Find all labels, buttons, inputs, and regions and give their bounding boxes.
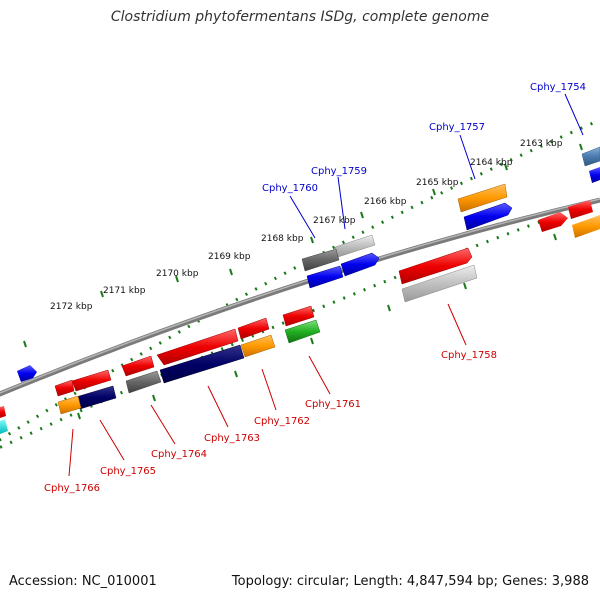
gene-label-cphy-1762: Cphy_1762: [254, 416, 310, 427]
gene-arrow[interactable]: [54, 379, 75, 397]
gene-cphy-1757[interactable]: [457, 183, 508, 213]
gene-label-cphy-1754: Cphy_1754: [530, 82, 586, 93]
gene-arrow[interactable]: [340, 252, 380, 277]
gene-label-cphy-1766: Cphy_1766: [44, 483, 100, 494]
gene-cphy-1763[interactable]: [159, 344, 245, 384]
gene-cphy-1761[interactable]: [284, 319, 321, 344]
scale-label: 2169 kbp: [208, 252, 251, 262]
gene-label-cphy-1758: Cphy_1758: [441, 350, 497, 361]
gene-cphy-1758[interactable]: [398, 247, 473, 285]
gene-cphy-1764[interactable]: [125, 370, 162, 394]
scale-label: 2168 kbp: [261, 234, 304, 244]
map-title: Clostridium phytofermentans ISDg, comple…: [110, 9, 490, 25]
gene-arrow[interactable]: [121, 355, 155, 377]
gene-arrow[interactable]: [538, 212, 568, 232]
forward-strand-genes: [17, 146, 600, 382]
gene-arrow[interactable]: [0, 419, 8, 434]
gene-label-cphy-1763: Cphy_1763: [204, 433, 260, 444]
gene-label-cphy-1757: Cphy_1757: [429, 122, 485, 133]
gene-cphy-1760[interactable]: [301, 248, 340, 272]
gene-cphy-1754[interactable]: [581, 146, 600, 167]
outer-ticks: [23, 143, 583, 348]
lower-leader-lines: [68, 303, 467, 477]
gene-arrow[interactable]: [401, 264, 478, 303]
gene-label-cphy-1764: Cphy_1764: [151, 449, 207, 460]
scale-label: 2171 kbp: [103, 286, 146, 296]
gene-arrow[interactable]: [282, 305, 315, 327]
gene-label-cphy-1761: Cphy_1761: [305, 399, 361, 410]
scale-label: 2165 kbp: [416, 178, 459, 188]
gene-arrow[interactable]: [0, 406, 6, 418]
gene-label-cphy-1760: Cphy_1760: [262, 183, 318, 194]
gene-arrow[interactable]: [306, 265, 344, 289]
gene-label-cphy-1765: Cphy_1765: [100, 466, 156, 477]
gene-arrow[interactable]: [572, 215, 600, 238]
scale-label: 2163 kbp: [520, 139, 563, 149]
reverse-strand-genes: [0, 200, 600, 434]
inner-ticks: [77, 233, 557, 420]
gene-arrow[interactable]: [17, 365, 37, 382]
scale-label: 2170 kbp: [156, 269, 199, 279]
genome-backbone-highlight: [0, 198, 600, 394]
genome-summary-text: Topology: circular; Length: 4,847,594 bp…: [231, 574, 589, 589]
gene-cphy-1759[interactable]: [334, 234, 376, 258]
scale-label: 2172 kbp: [50, 302, 93, 312]
gene-cphy-1766[interactable]: [57, 395, 82, 415]
gene-cphy-1762[interactable]: [240, 334, 276, 358]
accession-text: Accession: NC_010001: [9, 574, 157, 589]
scale-label: 2164 kbp: [470, 158, 513, 168]
scale-label: 2166 kbp: [364, 197, 407, 207]
genome-backbone: [0, 197, 600, 397]
scale-label: 2167 kbp: [313, 216, 356, 226]
gene-arrow[interactable]: [589, 167, 600, 183]
gene-arrow[interactable]: [568, 200, 593, 219]
gene-arrow[interactable]: [237, 317, 270, 340]
upper-leader-lines: [289, 93, 584, 239]
gene-cphy-1765[interactable]: [75, 385, 117, 410]
gene-arrow[interactable]: [71, 369, 112, 392]
gene-arrow[interactable]: [463, 202, 513, 231]
gene-label-cphy-1759: Cphy_1759: [311, 166, 367, 177]
gene-arrow[interactable]: [156, 328, 239, 366]
